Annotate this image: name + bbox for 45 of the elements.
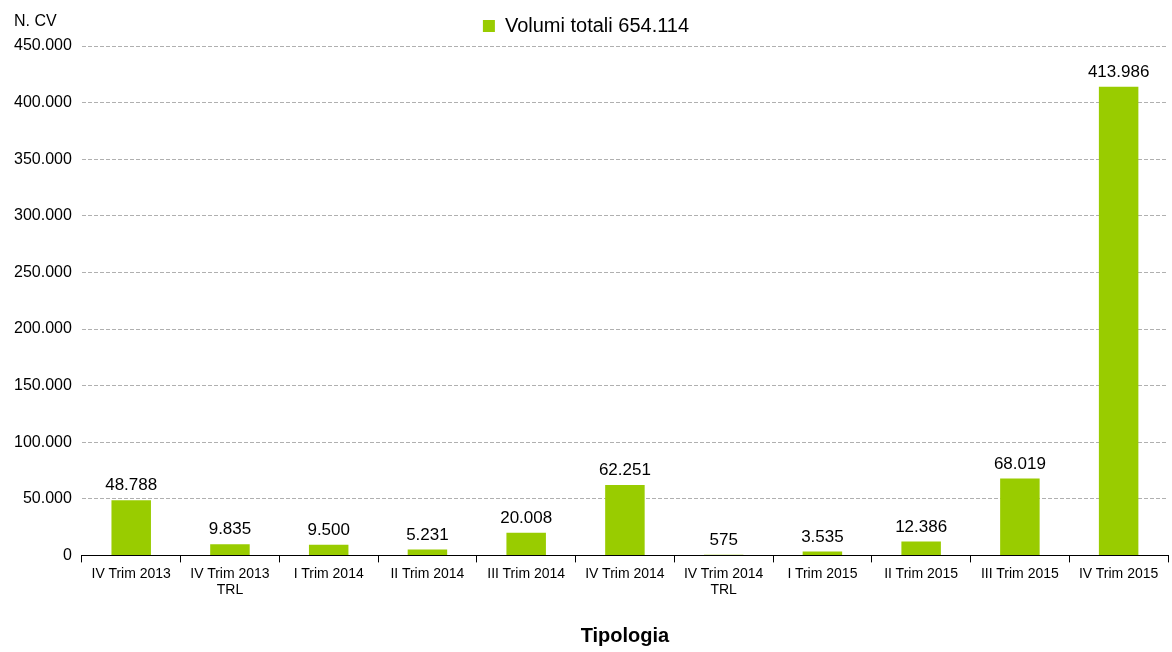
x-tick-label: IV Trim 2014 TRL: [683, 564, 764, 598]
y-tick-label: 50.000: [22, 489, 72, 507]
legend-label: Volumi totali 654.114: [504, 13, 690, 36]
x-tick-label: II Trim 2015: [884, 564, 959, 581]
data-label: 9.500: [307, 519, 350, 539]
x-axis-title: Tipologia: [580, 623, 671, 646]
data-label: 3.535: [801, 526, 844, 546]
y-tick-label: 300.000: [13, 206, 72, 224]
data-label: 5.231: [406, 524, 449, 544]
data-label: 575: [709, 529, 738, 549]
x-tick-label: I Trim 2014: [293, 564, 364, 581]
x-tick-label: IV Trim 2013: [91, 564, 172, 581]
x-tick-label: II Trim 2014: [390, 564, 465, 581]
bar: [802, 551, 843, 555]
bar: [111, 500, 151, 555]
x-tick-label: IV Trim 2015: [1078, 564, 1159, 581]
bar: [407, 549, 448, 555]
x-tick-label: IV Trim 2013 TRL: [190, 564, 270, 598]
x-tick-label: IV Trim 2014: [585, 564, 665, 581]
data-label: 413.986: [1087, 61, 1150, 81]
data-label: 12.386: [895, 516, 948, 536]
data-label: 9.835: [208, 519, 252, 539]
bar: [210, 544, 250, 555]
bar: [308, 544, 349, 555]
y-tick-label: 200.000: [13, 319, 72, 337]
bar: [1000, 478, 1040, 555]
y-tick-label: 100.000: [13, 432, 72, 450]
bar: [1098, 86, 1139, 555]
data-label: 48.788: [105, 475, 158, 495]
y-tick-label: 400.000: [13, 93, 72, 111]
y-tick-label: 350.000: [13, 149, 72, 167]
y-tick-label: 250.000: [13, 262, 72, 280]
y-tick-label: 450.000: [13, 36, 72, 54]
x-tick-label: III Trim 2014: [487, 564, 566, 581]
data-label: 68.019: [993, 453, 1046, 473]
x-tick-label: I Trim 2015: [787, 564, 858, 581]
data-label: 20.008: [500, 507, 553, 527]
y-tick-label: 0: [62, 545, 72, 563]
y-tick-label: 150.000: [13, 376, 72, 394]
y-axis-title: N. CV: [14, 12, 57, 30]
bar: [506, 532, 546, 555]
bar: [605, 484, 645, 555]
bar: [901, 541, 941, 555]
data-label: 62.251: [598, 460, 651, 480]
x-tick-label: III Trim 2015: [980, 564, 1059, 581]
